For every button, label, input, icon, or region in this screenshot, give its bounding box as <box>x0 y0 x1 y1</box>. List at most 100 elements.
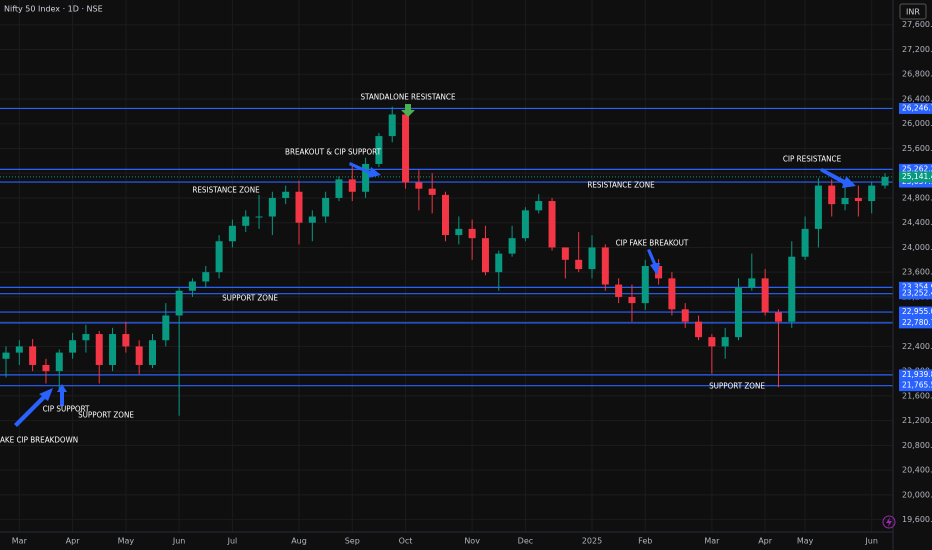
annotation: SUPPORT ZONE <box>222 294 278 303</box>
arrow <box>57 384 67 406</box>
candles <box>2 106 889 416</box>
x-tick-label: May <box>118 537 135 546</box>
candle-body <box>774 312 782 322</box>
level-label: 22,955.00 <box>902 307 932 316</box>
candle-body <box>388 114 396 137</box>
candle-body <box>268 197 276 217</box>
candle-body <box>641 266 649 304</box>
candle-body <box>468 228 476 239</box>
level-label-box <box>899 306 932 318</box>
candle-body <box>109 334 117 365</box>
last-price-box <box>899 171 932 183</box>
candle-body <box>335 179 343 198</box>
level-label: 25,262.25 <box>902 164 932 173</box>
arrow <box>820 168 856 188</box>
annotation: RESISTANCE ZONE <box>587 181 655 190</box>
candle-body <box>615 284 623 297</box>
x-tick-label: Apr <box>66 537 81 546</box>
level-label-box <box>899 317 932 329</box>
arrow <box>401 104 415 117</box>
candle-body <box>42 364 50 372</box>
x-tick-label: 2025 <box>582 537 602 546</box>
currency-label[interactable]: INR <box>906 8 920 17</box>
candle-body <box>415 182 423 189</box>
annotation: AKE CIP BREAKDOWN <box>0 436 78 445</box>
candle-body <box>215 241 223 273</box>
candle-body <box>548 201 556 248</box>
y-tick-label: 23,600.00 <box>902 268 932 277</box>
candle-body <box>761 278 769 313</box>
candle-body <box>255 216 263 218</box>
candle-body <box>881 176 889 186</box>
x-tick-label: Jul <box>227 537 238 546</box>
level-label: 22,780.70 <box>902 318 932 327</box>
level-label-box <box>899 369 932 381</box>
x-tick-label: Sep <box>345 537 360 546</box>
level-label-box <box>899 380 932 392</box>
y-tick-label: 24,400.00 <box>902 218 932 227</box>
level-label-box <box>899 163 932 175</box>
level-label: 21,765.50 <box>902 381 932 390</box>
candle-body <box>481 238 489 273</box>
candle-body <box>15 346 23 353</box>
level-label: 23,354.95 <box>902 282 932 291</box>
candle-body <box>348 179 356 192</box>
grid <box>0 0 893 532</box>
candle-body <box>202 272 210 282</box>
candle-body <box>655 266 663 279</box>
x-tick-label: Mar <box>12 537 28 546</box>
candle-body <box>442 194 449 236</box>
candle-body <box>82 334 90 341</box>
alert-icon[interactable] <box>882 515 896 529</box>
candle-body <box>508 238 516 254</box>
candle-body <box>402 114 410 183</box>
last-price-label: 25,141.40 <box>902 172 932 181</box>
candle-body <box>868 185 876 202</box>
y-tick-label: 26,400.00 <box>902 94 932 103</box>
y-tick-label: 21,200.00 <box>902 416 932 425</box>
x-tick-label: May <box>797 537 814 546</box>
candle-body <box>601 247 609 285</box>
y-tick-label: 25,600.00 <box>902 144 932 153</box>
candle-body <box>228 225 236 242</box>
arrow <box>349 162 381 178</box>
arrow <box>14 388 53 427</box>
annotation: CIP RESISTANCE <box>783 155 842 164</box>
y-tick-label: 20,800.00 <box>902 441 932 450</box>
candle-body <box>188 281 196 291</box>
y-tick-label: 22,400.00 <box>902 342 932 351</box>
candle-body <box>575 259 583 270</box>
candle-body <box>854 197 862 202</box>
arrow <box>647 249 660 275</box>
level-label: 26,246.70 <box>902 103 932 112</box>
candle-body <box>69 340 77 353</box>
currency-button[interactable] <box>899 3 927 20</box>
candle-body <box>428 188 436 195</box>
y-tick-label: 19,600.00 <box>902 515 932 524</box>
x-tick-label: Jun <box>172 537 186 546</box>
x-tick-label: Mar <box>704 537 720 546</box>
candle-body <box>362 163 370 192</box>
y-tick-label: 20,400.00 <box>902 466 932 475</box>
x-tick-label: Jun <box>864 537 878 546</box>
candle-body <box>721 337 729 347</box>
chart-title: Nifty 50 Index · 1D · NSE <box>4 5 103 14</box>
candle-body <box>708 337 716 347</box>
x-tick-label: Dec <box>518 537 533 546</box>
candle-body <box>242 216 250 226</box>
candle-body <box>95 334 103 365</box>
annotation: CIP SUPPORT <box>43 405 90 414</box>
annotation: STANDALONE RESISTANCE <box>360 93 455 102</box>
x-tick-label: Nov <box>464 537 480 546</box>
candle-body <box>668 278 676 310</box>
candle-body <box>828 185 836 205</box>
candle-body <box>801 228 809 257</box>
level-label: 21,939.80 <box>902 370 932 379</box>
x-tick-label: Feb <box>638 537 652 546</box>
candle-body <box>695 321 703 338</box>
candle-body <box>282 191 290 198</box>
annotation-arrows <box>14 104 856 427</box>
y-tick-label: 21,600.00 <box>902 391 932 400</box>
x-tick-label: Aug <box>291 537 307 546</box>
